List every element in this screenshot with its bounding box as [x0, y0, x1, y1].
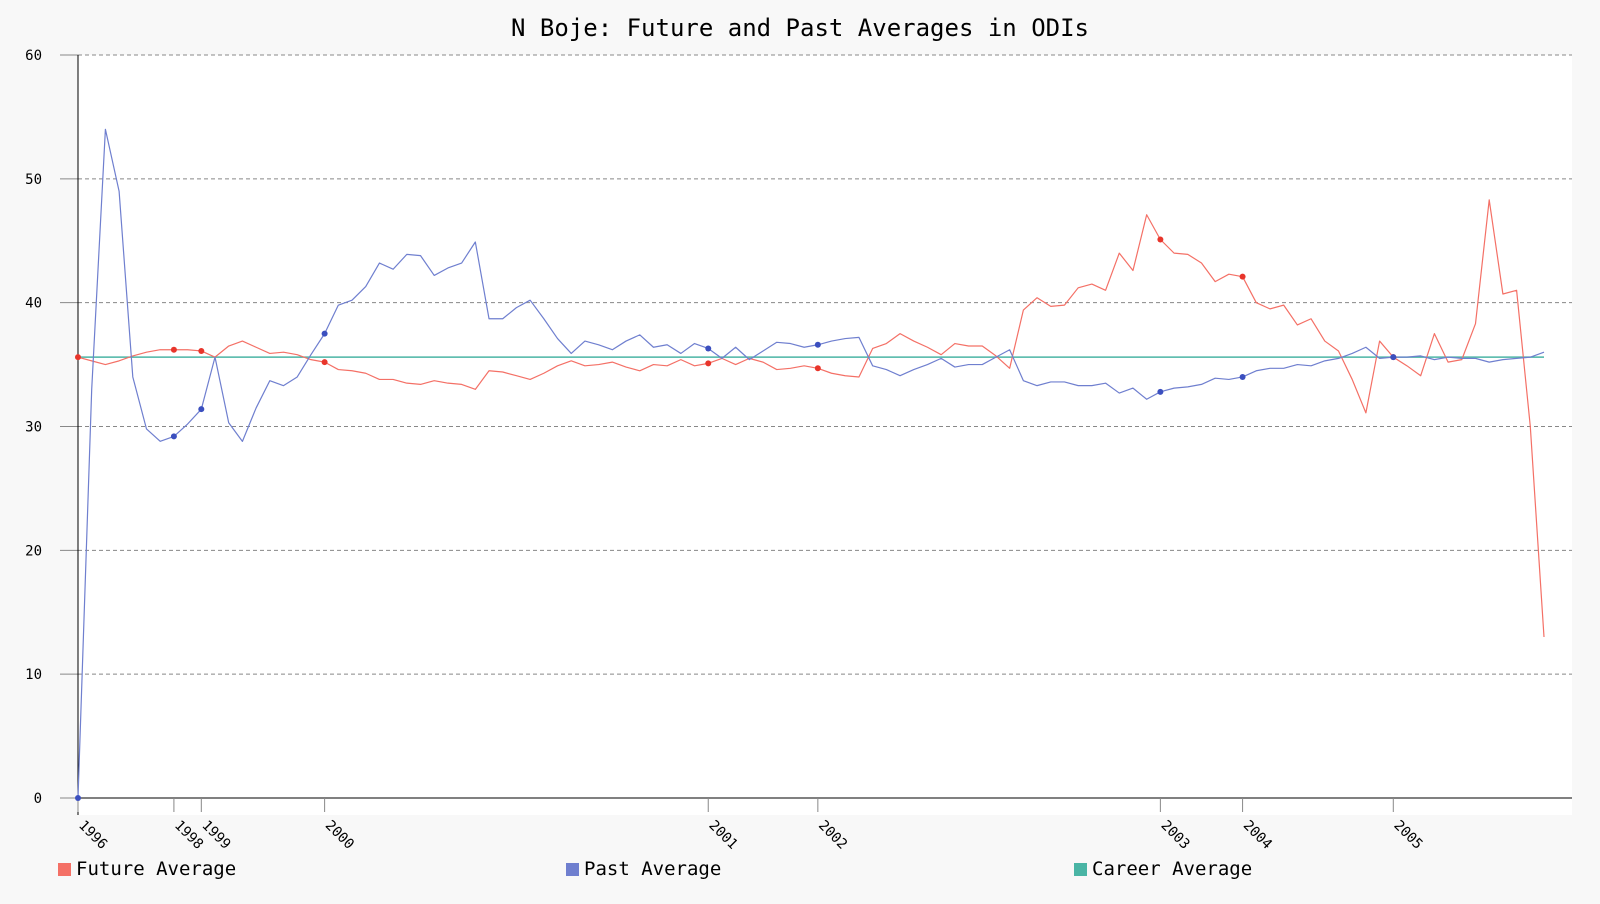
point-past-average-0[interactable]	[75, 795, 81, 801]
plot-background	[78, 55, 1572, 815]
y-tick-label-50: 50	[25, 172, 42, 188]
y-tick-label-10: 10	[25, 667, 42, 683]
point-future-average-9[interactable]	[198, 347, 205, 354]
legend-label-past: Past Average	[584, 858, 722, 880]
gridlines	[78, 54, 1572, 675]
point-future-average-7[interactable]	[170, 346, 177, 353]
point-future-average-0[interactable]	[75, 354, 81, 361]
y-tick-label-40: 40	[25, 296, 42, 312]
y-tick-label-60: 60	[25, 48, 42, 64]
legend-item-past-average[interactable]: Past Average	[566, 858, 721, 880]
y-tick-label-0: 0	[34, 791, 42, 807]
point-future-average-18[interactable]	[321, 359, 328, 366]
legend-swatch-future	[58, 862, 71, 876]
point-past-average-54[interactable]	[814, 341, 821, 348]
y-tick-label-30: 30	[25, 420, 42, 436]
point-future-average-54[interactable]	[814, 365, 821, 372]
point-past-average-9[interactable]	[198, 406, 205, 413]
point-past-average-79[interactable]	[1157, 388, 1164, 395]
point-past-average-18[interactable]	[321, 330, 328, 337]
point-past-average-7[interactable]	[170, 433, 177, 440]
chart-title: N Boje: Future and Past Averages in ODIs	[511, 14, 1089, 42]
point-past-average-46[interactable]	[705, 345, 712, 352]
point-future-average-46[interactable]	[705, 360, 712, 367]
series-line-past-average	[77, 128, 1545, 799]
point-future-average-79[interactable]	[1157, 236, 1164, 243]
legend-label-future: Future Average	[76, 858, 237, 880]
legend-label-career: Career Average	[1092, 858, 1253, 880]
point-past-average-96[interactable]	[1390, 354, 1397, 361]
legend-item-future-average[interactable]: Future Average	[58, 858, 236, 880]
point-past-average-85[interactable]	[1239, 373, 1246, 380]
legend-item-career-average[interactable]: Career Average	[1074, 858, 1252, 880]
series-markers	[75, 236, 1397, 801]
y-tick-label-20: 20	[25, 543, 42, 559]
legend-swatch-past	[566, 862, 579, 876]
point-future-average-85[interactable]	[1239, 273, 1246, 280]
legend-swatch-career	[1074, 862, 1087, 876]
